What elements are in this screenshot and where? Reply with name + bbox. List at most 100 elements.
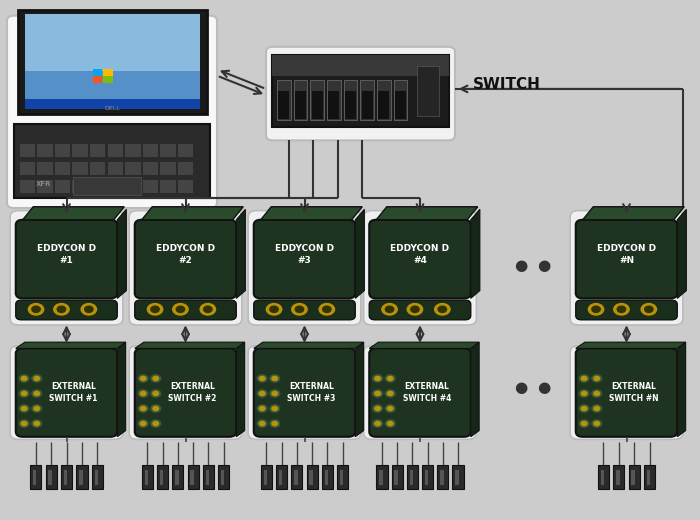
Circle shape <box>85 306 93 313</box>
Bar <box>160 144 176 157</box>
Circle shape <box>581 392 587 396</box>
Bar <box>160 162 176 175</box>
Circle shape <box>270 390 279 397</box>
Circle shape <box>258 390 267 397</box>
Circle shape <box>581 407 587 411</box>
Bar <box>312 90 323 119</box>
Circle shape <box>148 304 162 315</box>
Text: SWITCH: SWITCH <box>473 77 540 92</box>
Circle shape <box>22 421 27 425</box>
Polygon shape <box>237 210 246 298</box>
Bar <box>55 180 70 193</box>
Circle shape <box>594 376 599 381</box>
Circle shape <box>20 405 29 412</box>
Bar <box>631 470 635 485</box>
Circle shape <box>270 306 278 313</box>
Circle shape <box>151 405 161 412</box>
Bar <box>37 180 52 193</box>
Circle shape <box>81 304 97 315</box>
Circle shape <box>372 405 382 412</box>
Bar <box>76 465 88 489</box>
FancyBboxPatch shape <box>370 300 470 320</box>
Bar <box>417 66 439 116</box>
Circle shape <box>323 306 331 313</box>
Circle shape <box>375 407 381 411</box>
Bar <box>613 465 624 489</box>
Bar <box>37 144 52 157</box>
Bar <box>422 465 433 489</box>
Circle shape <box>139 405 148 412</box>
Bar <box>108 144 123 157</box>
Circle shape <box>270 375 279 382</box>
Bar <box>25 99 199 109</box>
Bar <box>143 162 158 175</box>
Bar <box>55 162 70 175</box>
Bar <box>188 465 199 489</box>
Bar <box>18 10 206 114</box>
Circle shape <box>372 375 382 382</box>
Polygon shape <box>355 210 364 298</box>
Bar <box>143 180 158 193</box>
Bar <box>145 470 148 485</box>
Bar <box>93 76 102 83</box>
Polygon shape <box>377 207 477 220</box>
Circle shape <box>435 304 450 315</box>
Circle shape <box>272 376 277 381</box>
Circle shape <box>258 405 267 412</box>
Bar <box>327 80 341 120</box>
Bar <box>616 470 620 485</box>
Circle shape <box>258 420 267 427</box>
Bar <box>203 465 214 489</box>
Bar <box>20 144 35 157</box>
Text: ●  ●: ● ● <box>515 380 552 395</box>
Bar <box>455 470 458 485</box>
FancyBboxPatch shape <box>570 211 683 325</box>
FancyBboxPatch shape <box>7 16 217 208</box>
Circle shape <box>295 306 304 313</box>
FancyBboxPatch shape <box>364 211 476 325</box>
Bar <box>307 465 318 489</box>
Circle shape <box>22 392 27 396</box>
Bar <box>395 90 406 119</box>
Circle shape <box>151 306 160 313</box>
FancyBboxPatch shape <box>364 346 476 439</box>
Circle shape <box>34 376 39 381</box>
Circle shape <box>259 421 265 425</box>
Circle shape <box>592 306 601 313</box>
Circle shape <box>34 407 39 411</box>
Circle shape <box>385 306 393 313</box>
Bar <box>379 470 383 485</box>
Polygon shape <box>470 342 479 437</box>
Polygon shape <box>253 342 364 348</box>
Bar <box>94 470 98 485</box>
Circle shape <box>407 304 423 315</box>
Circle shape <box>588 304 604 315</box>
Circle shape <box>411 306 419 313</box>
Bar <box>90 162 106 175</box>
Bar <box>377 80 391 120</box>
Circle shape <box>614 304 629 315</box>
Bar <box>90 144 106 157</box>
Bar <box>206 470 209 485</box>
Bar <box>160 180 176 193</box>
Bar <box>340 470 343 485</box>
Bar <box>104 76 113 83</box>
Circle shape <box>139 375 148 382</box>
Circle shape <box>176 306 185 313</box>
Circle shape <box>153 392 158 396</box>
Polygon shape <box>260 207 363 220</box>
Bar <box>647 470 650 485</box>
Circle shape <box>382 304 398 315</box>
Circle shape <box>594 421 599 425</box>
Circle shape <box>388 421 393 425</box>
Bar <box>25 15 199 71</box>
FancyBboxPatch shape <box>10 211 123 325</box>
Bar <box>644 465 655 489</box>
Bar <box>322 465 333 489</box>
Polygon shape <box>117 210 126 298</box>
Circle shape <box>372 390 382 397</box>
Bar <box>362 90 372 119</box>
FancyBboxPatch shape <box>248 211 361 325</box>
Polygon shape <box>237 342 245 437</box>
Circle shape <box>270 405 279 412</box>
